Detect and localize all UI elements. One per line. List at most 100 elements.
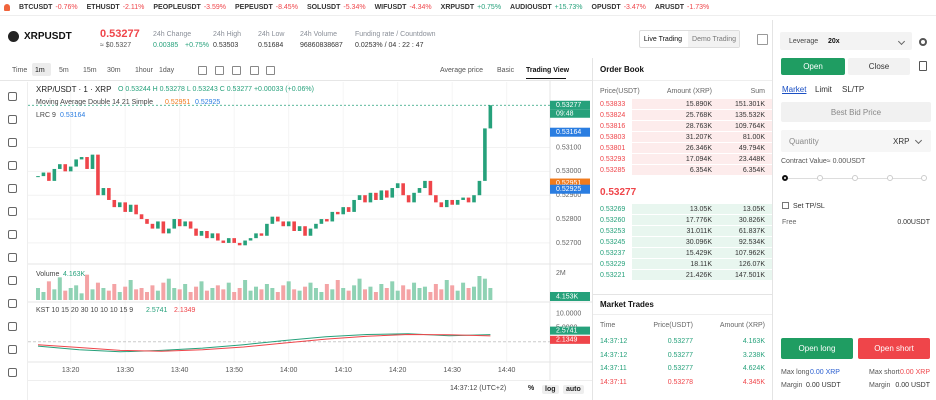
candle (52, 168, 57, 181)
interval-button[interactable]: 15m (83, 67, 97, 74)
slider-dot[interactable] (852, 175, 858, 181)
volume-bar (145, 292, 149, 300)
interval-button[interactable]: 5m (59, 67, 69, 74)
depth-row (632, 259, 772, 269)
drawing-tool-icon[interactable] (8, 345, 17, 354)
candle (461, 197, 465, 200)
candle (145, 219, 149, 224)
calculator-icon[interactable] (919, 61, 927, 71)
candle (335, 211, 340, 215)
ticker-item[interactable]: XRPUSDT +0.75% (441, 4, 501, 11)
ticker-item[interactable]: SOLUSDT -5.34% (307, 4, 366, 11)
order-price[interactable]: 0.53803 (600, 134, 626, 141)
volume-bar (139, 288, 144, 300)
trade-time: 14:37:12 (600, 351, 628, 359)
interval-button[interactable]: 1day (159, 67, 175, 74)
order-price[interactable]: 0.53801 (600, 145, 626, 152)
leverage-select[interactable] (780, 32, 912, 50)
volume-bar (112, 284, 117, 300)
view-button[interactable]: Trading View (526, 67, 570, 74)
ticker-item[interactable]: PEOPLEUSDT -3.59% (153, 4, 226, 11)
ticker-item[interactable]: OPUSDT -3.47% (592, 4, 646, 11)
close-tab[interactable] (848, 58, 910, 75)
price-badge-label: 0.52951 (556, 180, 581, 187)
depth-row (632, 270, 772, 280)
order-price[interactable]: 0.53824 (600, 112, 626, 119)
y-tick-label: 0.52800 (556, 216, 581, 223)
order-price[interactable]: 0.53269 (600, 206, 626, 213)
drawing-tool-icon[interactable] (8, 368, 17, 377)
order-price[interactable]: 0.53293 (600, 156, 626, 163)
view-button[interactable]: Basic (497, 67, 515, 74)
mode-button[interactable]: Live Trading (643, 36, 683, 43)
ticker-item[interactable]: PEPEUSDT -8.45% (235, 4, 298, 11)
slider-dot[interactable] (921, 175, 927, 181)
drawing-tool-icon[interactable] (8, 207, 17, 216)
interval-button[interactable]: 30m (107, 67, 121, 74)
ticker-item[interactable]: AUDIOUSDT +15.73% (510, 4, 582, 11)
order-amount: 31.207K (685, 134, 712, 141)
order-price[interactable]: 0.53229 (600, 261, 626, 268)
ticker-item[interactable]: WIFUSDT -4.34% (375, 4, 432, 11)
scale-button[interactable]: auto (563, 385, 584, 394)
candle (183, 221, 187, 227)
open-short-button[interactable] (858, 338, 930, 359)
settings-icon[interactable] (919, 38, 927, 46)
flame-icon (4, 4, 10, 11)
volume-bar (433, 284, 438, 300)
drawing-tool-icon[interactable] (8, 138, 17, 147)
volume-bar (194, 286, 199, 300)
drawing-tool-icon[interactable] (8, 299, 17, 308)
order-type-tab[interactable]: Limit (815, 85, 832, 94)
quantity-box[interactable] (781, 130, 931, 152)
scale-button[interactable]: % (528, 385, 535, 392)
volume-bar (106, 290, 111, 300)
view-button[interactable]: Average price (440, 67, 484, 74)
lrc-value: 0.53164 (60, 112, 86, 119)
candle (319, 219, 324, 224)
order-type-tab[interactable]: SL/TP (842, 85, 865, 94)
slider-dot[interactable] (887, 175, 893, 181)
mode-button[interactable]: Demo Trading (692, 36, 736, 43)
volume-bar (412, 282, 417, 300)
tpsl-checkbox[interactable] (782, 202, 789, 209)
order-price[interactable]: 0.53285 (600, 167, 626, 174)
slider-dot[interactable] (782, 175, 788, 181)
trade-amount: 4.163K (742, 338, 765, 345)
open-long-button[interactable] (781, 338, 853, 359)
order-price[interactable]: 0.53253 (600, 228, 626, 235)
drawing-tool-icon[interactable] (8, 184, 17, 193)
volume-bar (199, 281, 204, 300)
drawing-tool-icon[interactable] (8, 276, 17, 285)
open-tab[interactable] (781, 58, 845, 75)
drawing-tool-icon[interactable] (8, 115, 17, 124)
order-price[interactable]: 0.53237 (600, 250, 626, 257)
candle (357, 195, 362, 200)
order-price[interactable]: 0.53833 (600, 101, 626, 108)
drawing-tool-icon[interactable] (8, 161, 17, 170)
drawing-tool-icon[interactable] (8, 322, 17, 331)
trade-time: 14:37:11 (600, 365, 627, 372)
interval-button[interactable]: 1m (35, 67, 45, 74)
order-type-tab[interactable]: Market (782, 85, 807, 94)
ticker-item[interactable]: ETHUSDT -2.11% (87, 4, 145, 11)
ticker-item[interactable]: ARUSDT -1.73% (655, 4, 709, 11)
volume-bar (161, 282, 166, 300)
drawing-tool-icon[interactable] (8, 253, 17, 262)
order-price[interactable]: 0.53260 (600, 217, 626, 224)
drawing-tool-icon[interactable] (8, 230, 17, 239)
volume-bar (52, 289, 57, 300)
symbol[interactable]: XRPUSDT (24, 31, 72, 42)
ticker-item[interactable]: BTCUSDT -0.76% (19, 4, 78, 11)
volume-bar (477, 276, 482, 300)
order-price[interactable]: 0.53245 (600, 239, 626, 246)
drawing-tool-icon[interactable] (8, 92, 17, 101)
scale-button[interactable]: log (542, 385, 559, 394)
slider-dot[interactable] (817, 175, 823, 181)
order-price[interactable]: 0.53221 (600, 272, 626, 279)
order-sum: 92.534K (738, 239, 765, 246)
interval-button[interactable]: 1hour (135, 67, 153, 74)
candle (63, 164, 68, 172)
y-tick-label: 10.0000 (556, 310, 581, 317)
order-price[interactable]: 0.53816 (600, 123, 626, 130)
